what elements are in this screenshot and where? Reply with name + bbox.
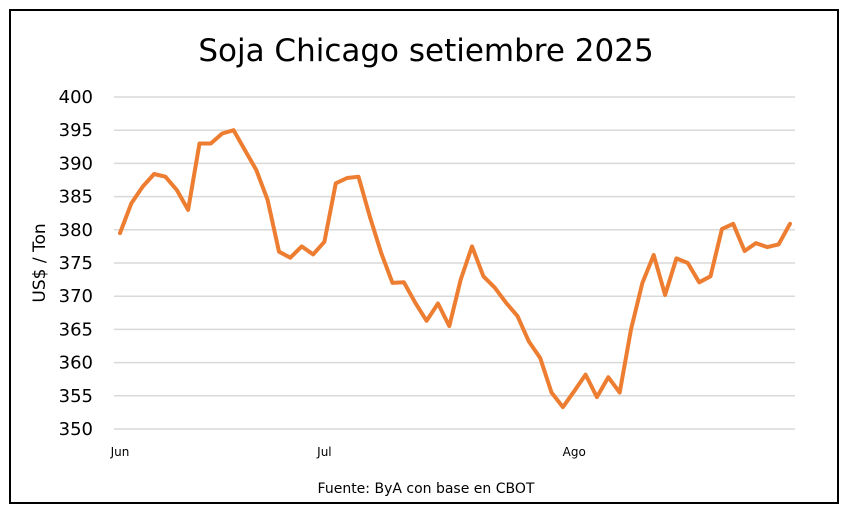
gridlines	[114, 96, 795, 430]
y-tick-label-380: 380	[59, 220, 93, 241]
series-line-0	[118, 128, 792, 410]
y-tick-label-350: 350	[59, 419, 93, 440]
y-tick-label-360: 360	[59, 353, 93, 374]
y-tick-label-395: 395	[59, 120, 93, 141]
chart-frame	[9, 9, 839, 504]
y-axis-ticks: 350 355 360 365 370 375 380 385 390 395 400	[59, 87, 93, 440]
y-tick-label-365: 365	[59, 319, 93, 340]
y-tick-label-385: 385	[59, 187, 93, 208]
chart-source: Fuente: ByA con base en CBOT	[317, 481, 535, 497]
y-axis-label: US$ / Ton	[30, 223, 50, 302]
x-tick-label-ago: Ago	[563, 445, 586, 459]
y-tick-label-375: 375	[59, 253, 93, 274]
y-tick-label-370: 370	[59, 286, 93, 307]
y-tick-label-400: 400	[59, 87, 93, 108]
x-tick-label-jul: Jul	[316, 445, 331, 459]
x-axis-ticks: Jun Jul Ago	[110, 445, 586, 459]
y-tick-label-355: 355	[59, 386, 93, 407]
y-tick-label-390: 390	[59, 153, 93, 174]
series-layer	[118, 128, 792, 410]
x-tick-label-jun: Jun	[110, 445, 130, 459]
chart-title: Soja Chicago setiembre 2025	[198, 33, 654, 69]
